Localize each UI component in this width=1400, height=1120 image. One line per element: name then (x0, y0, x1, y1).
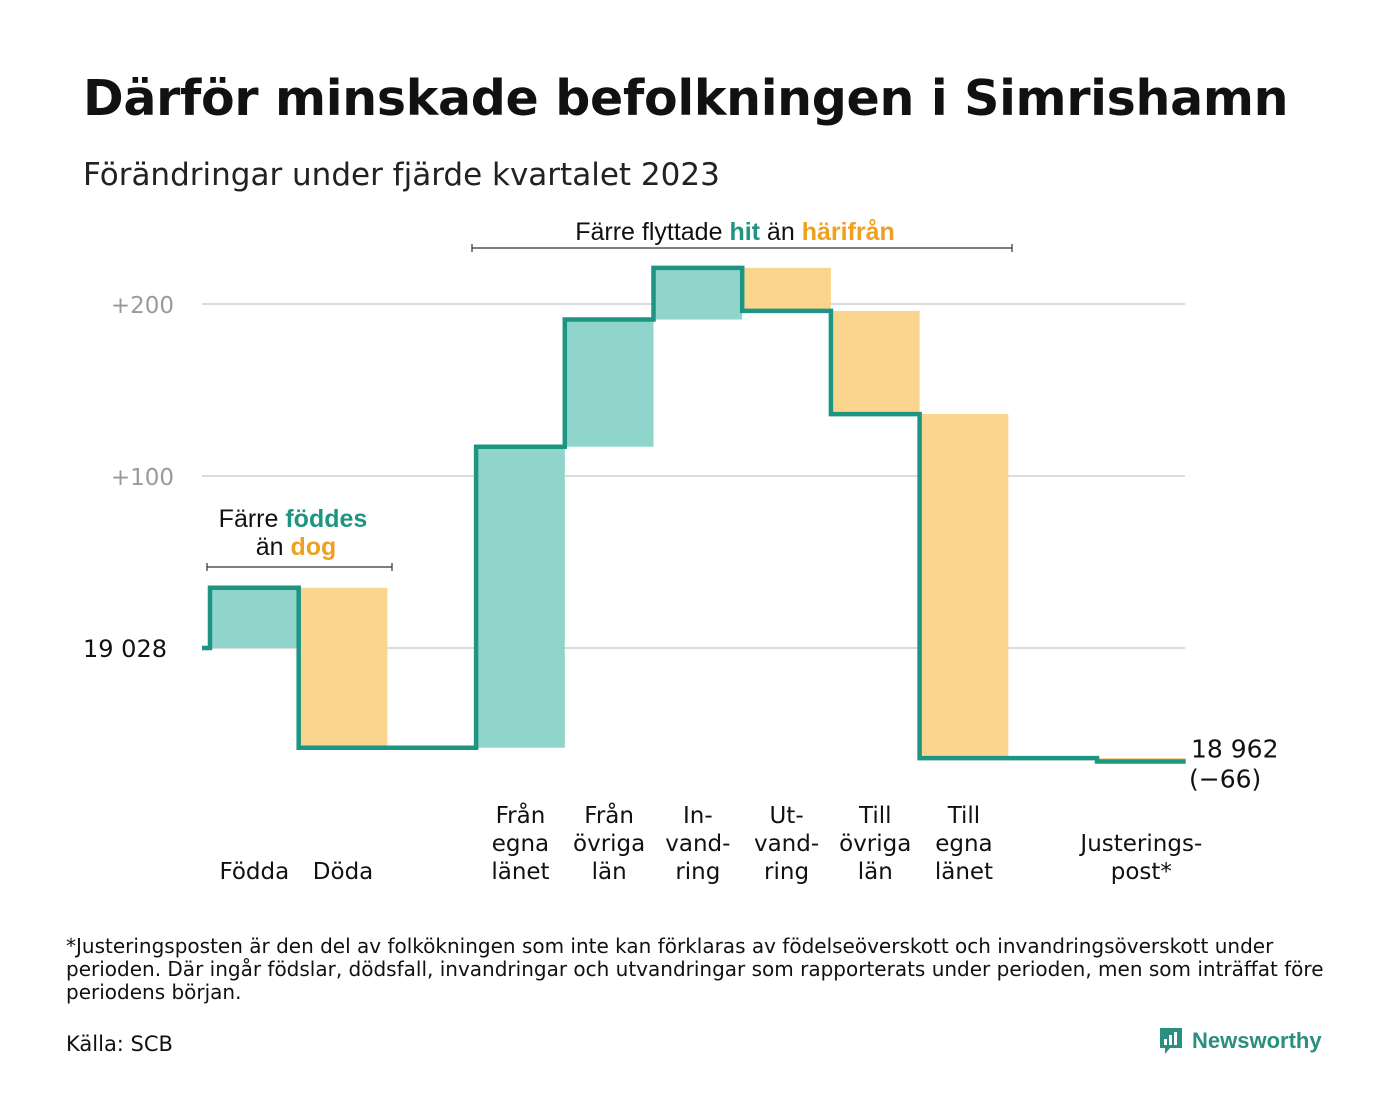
migration-annotation-word-hit: hit (729, 218, 760, 246)
birth-annotation-word: föddes (285, 505, 367, 533)
category-label: vand- (754, 831, 819, 857)
death-annotation-prefix: än (256, 533, 291, 561)
footnote: *Justeringsposten är den del av folkökni… (66, 934, 1324, 1004)
y-tick-label: +200 (111, 293, 174, 319)
category-label: egna (492, 831, 549, 857)
category-label: övriga (839, 831, 911, 857)
category-label: län (592, 859, 627, 885)
category-label: Födda (219, 859, 289, 885)
end-change-label: (−66) (1189, 765, 1261, 794)
waterfall-bar (210, 587, 299, 648)
category-label: ring (675, 859, 720, 885)
chart-title: Därför minskade befolkningen i Simrisham… (83, 70, 1289, 127)
category-label: egna (935, 831, 992, 857)
birth-annotation-prefix: Färre (219, 505, 286, 533)
migration-annotation-middle: än (760, 218, 802, 246)
waterfall-bar (564, 319, 654, 447)
waterfall-bar (742, 267, 831, 311)
category-label: post* (1111, 859, 1172, 885)
waterfall-bar (476, 446, 565, 748)
birth-annotation-line1: Färre föddes (219, 505, 368, 533)
category-label: län (858, 859, 893, 885)
category-label: Justerings- (1078, 831, 1202, 857)
category-label: Till (947, 803, 981, 829)
waterfall-bar (830, 310, 920, 415)
source-label: Källa: SCB (66, 1032, 173, 1056)
waterfall-bar (919, 414, 1009, 759)
category-label: Döda (313, 859, 373, 885)
death-annotation-word: dog (290, 533, 336, 561)
category-label: ring (764, 859, 809, 885)
category-label: Ut- (769, 803, 803, 829)
migration-annotation: Färre flyttade hit än härifrån (575, 218, 895, 246)
migration-annotation-word-harifran: härifrån (802, 218, 895, 246)
category-label: Till (858, 803, 892, 829)
category-label: övriga (573, 831, 645, 857)
category-label: Från (496, 801, 546, 829)
chart-subtitle: Förändringar under fjärde kvartalet 2023 (83, 157, 720, 193)
newsworthy-icon (1160, 1028, 1182, 1054)
brand-name: Newsworthy (1192, 1028, 1322, 1053)
category-label: länet (491, 859, 549, 885)
baseline-value-label: 19 028 (83, 635, 167, 663)
category-label: länet (935, 859, 993, 885)
newsworthy-logo: Newsworthy (1158, 1026, 1322, 1056)
migration-annotation-prefix: Färre flyttade (575, 218, 729, 246)
cumulative-step-line (202, 265, 1186, 764)
category-label: In- (683, 803, 713, 829)
death-annotation-line2: än dog (256, 533, 337, 561)
waterfall-bar (298, 587, 388, 748)
y-tick-label: +100 (111, 465, 174, 491)
waterfall-bar (653, 267, 743, 320)
category-label: vand- (665, 831, 730, 857)
category-label: Från (584, 801, 634, 829)
end-value-label: 18 962 (1191, 735, 1278, 764)
